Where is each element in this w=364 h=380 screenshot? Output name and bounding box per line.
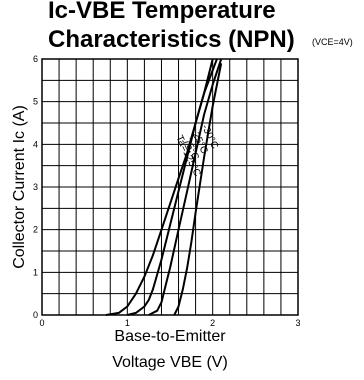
- x-tick-label: 2: [210, 318, 215, 328]
- series-line: [148, 58, 223, 316]
- series-curves: [105, 58, 223, 316]
- y-tick-label: 1: [33, 267, 38, 277]
- y-tick-label: 6: [33, 54, 38, 64]
- series-line: [173, 63, 223, 316]
- axis-ticks: 0 1 2 3 0 1 2 3 4 5 6: [33, 54, 301, 328]
- grid-lines: [42, 59, 298, 315]
- test-condition: (VCE=4V): [312, 37, 353, 47]
- y-tick-label: 5: [33, 97, 38, 107]
- x-tick-label: 3: [295, 318, 300, 328]
- plot-frame: [41, 58, 299, 316]
- x-tick-label: 0: [39, 318, 44, 328]
- x-axis-label-line1: Base-to-Emitter: [114, 328, 226, 345]
- chart-title-line2: Characteristics (NPN): [48, 26, 295, 53]
- y-tick-label: 0: [33, 310, 38, 320]
- y-tick-label: 4: [33, 139, 38, 149]
- x-tick-label: 1: [125, 318, 130, 328]
- series-line: [127, 58, 218, 316]
- y-axis-label: Collector Current Ic (A): [11, 105, 28, 269]
- y-tick-label: 3: [33, 182, 38, 192]
- x-axis-label-line2: Voltage VBE (V): [112, 354, 228, 371]
- chart-title-line1: Ic-VBE Temperature: [48, 0, 276, 24]
- y-tick-label: 2: [33, 225, 38, 235]
